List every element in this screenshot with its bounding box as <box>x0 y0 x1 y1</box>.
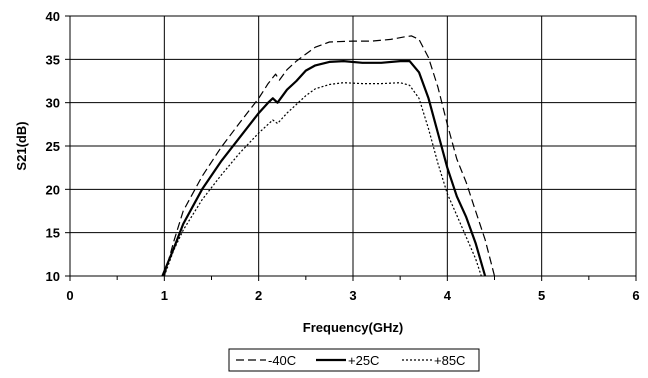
legend-label-2: +25C <box>348 353 379 368</box>
x-tick-label: 0 <box>66 288 73 303</box>
x-tick-label: 3 <box>349 288 356 303</box>
x-tick-label: 4 <box>444 288 452 303</box>
y-tick-label: 30 <box>46 96 60 111</box>
x-tick-label: 2 <box>255 288 262 303</box>
x-tick-labels: 0 1 2 3 4 5 6 <box>66 276 640 303</box>
y-tick-label: 40 <box>46 9 60 24</box>
y-tick-labels: 10 15 20 25 30 35 40 <box>46 9 70 284</box>
y-axis-title: S21(dB) <box>14 121 29 170</box>
series-line-1 <box>163 35 496 277</box>
legend-label-1: -40C <box>268 353 296 368</box>
legend-items: -40C +25C +85C <box>236 353 465 368</box>
y-tick-label: 25 <box>46 139 60 154</box>
x-axis-title: Frequency(GHz) <box>303 320 403 335</box>
x-tick-label: 1 <box>161 288 168 303</box>
legend-label-3: +85C <box>434 353 465 368</box>
y-tick-label: 20 <box>46 182 60 197</box>
x-tick-label: 6 <box>632 288 639 303</box>
series-layer <box>161 35 496 277</box>
y-tick-label: 10 <box>46 269 60 284</box>
legend-box <box>228 348 480 372</box>
series-line-2 <box>161 60 487 277</box>
y-tick-label: 35 <box>46 52 60 67</box>
y-tick-label: 15 <box>46 226 60 241</box>
x-tick-label: 5 <box>538 288 545 303</box>
legend: -40C +25C +85C <box>228 348 480 372</box>
series-line-3 <box>163 82 482 277</box>
